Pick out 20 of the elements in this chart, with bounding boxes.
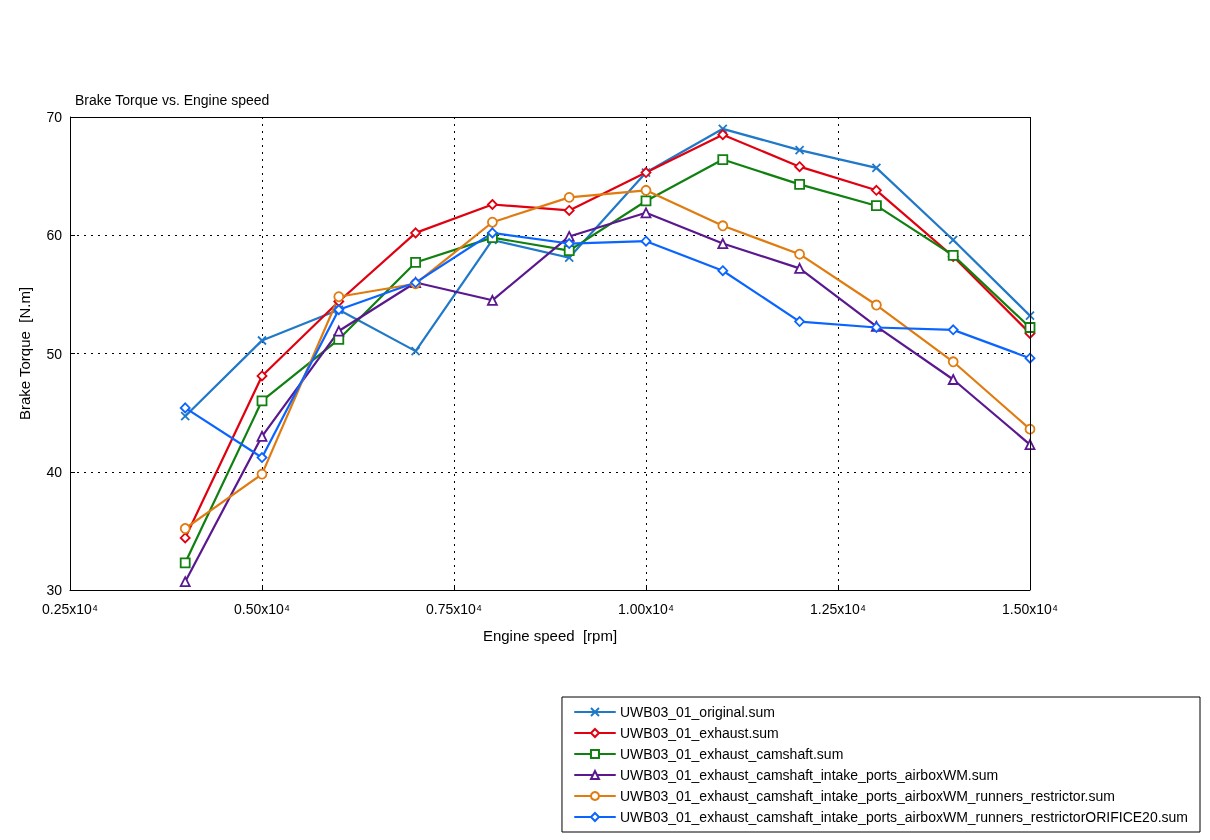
x-tick-label: 1.50x10⁴ [1002,601,1058,617]
legend-label: UWB03_01_exhaust_camshaft.sum [619,746,844,762]
legend-label: UWB03_01_exhaust.sum [619,725,779,741]
y-tick-label: 50 [46,345,63,362]
legend-label: UWB03_01_exhaust_camshaft_intake_ports_airboxWM_runners_restrictorORIFICE20.sum [619,809,1189,825]
y-axis-title: Brake Torque [N.m] [16,286,33,421]
legend-label: UWB03_01_exhaust_camshaft_intake_ports_airboxWM_runners_restrictor.sum [619,788,1115,804]
x-tick-label: 0.50x10⁴ [234,601,290,617]
y-tick-label: 60 [46,227,63,244]
y-tick-label: 30 [46,582,63,598]
x-axis-title: Engine speed [rpm] [482,627,618,644]
x-tick-label: 1.25x10⁴ [810,601,866,617]
x-tick-label: 1.00x10⁴ [618,601,674,617]
legend-label: UWB03_01_original.sum [619,704,775,720]
y-tick-label: 70 [46,109,63,125]
legend-label: UWB03_01_exhaust_camshaft_intake_ports_airboxWM.sum [619,767,999,783]
x-tick-label: 0.25x10⁴ [42,601,98,617]
x-tick-label: 0.75x10⁴ [426,601,482,617]
chart-title: Brake Torque vs. Engine speed [75,92,270,108]
y-tick-label: 40 [46,463,63,480]
